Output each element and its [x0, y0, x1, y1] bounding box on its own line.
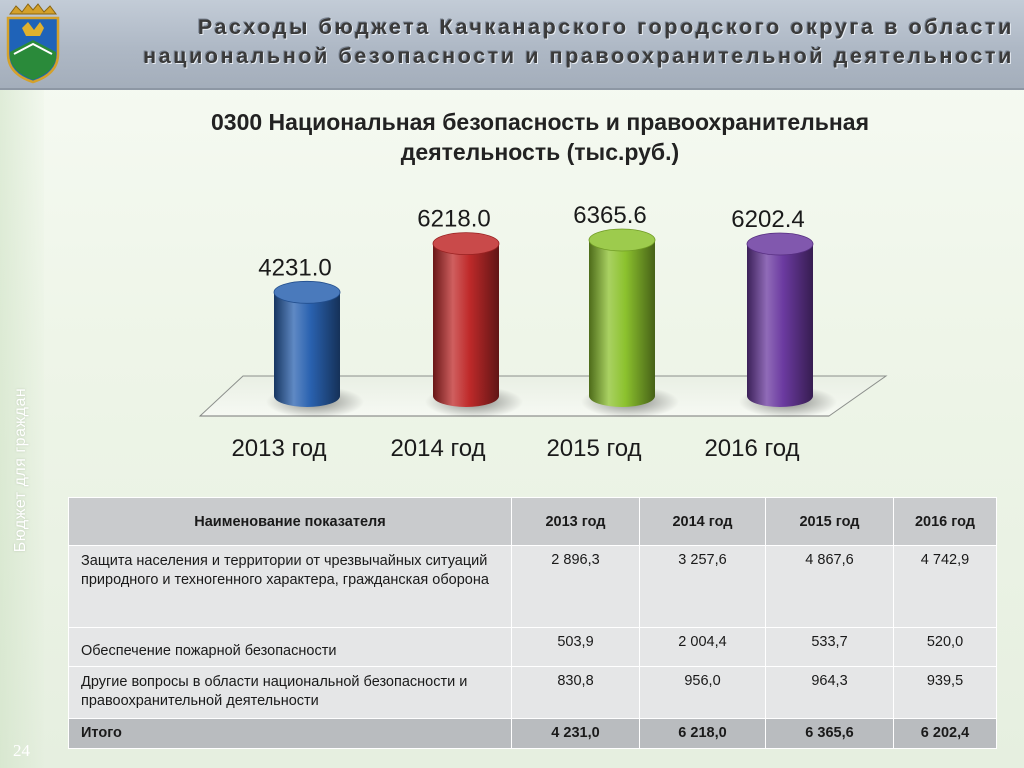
expenses-table: Наименование показателя 2013 год 2014 го… — [68, 497, 997, 749]
table-row: Обеспечение пожарной безопасности 503,9 … — [68, 627, 997, 667]
cell-value: 533,7 — [765, 627, 894, 667]
coat-of-arms-emblem — [6, 3, 60, 84]
category-label: 2014 год — [390, 435, 485, 462]
total-value: 4 231,0 — [511, 718, 640, 749]
row-name: Обеспечение пожарной безопасности — [68, 627, 512, 667]
bar-top-3 — [588, 228, 656, 252]
cell-value: 939,5 — [893, 666, 997, 719]
column-header: 2014 год — [639, 497, 766, 546]
cell-value: 2 896,3 — [511, 545, 640, 628]
cell-value: 503,9 — [511, 627, 640, 667]
bars-layer — [266, 228, 837, 418]
bar-top-2 — [432, 232, 500, 256]
column-header: 2016 год — [893, 497, 997, 546]
header-banner: Расходы бюджета Качканарского городского… — [0, 0, 1024, 90]
bar-top-4 — [746, 232, 814, 256]
bar-1 — [274, 292, 340, 407]
category-label: 2013 год — [231, 435, 326, 462]
table-row: Защита населения и территории от чрезвыч… — [68, 545, 997, 628]
total-label: Итого — [68, 718, 512, 749]
category-label: 2015 год — [546, 435, 641, 462]
category-label: 2016 год — [704, 435, 799, 462]
page-number: 24 — [13, 741, 30, 760]
column-header: 2013 год — [511, 497, 640, 546]
bar-chart: 4231.0 2013 год 6218.0 2014 год 6365.6 2015 г… — [198, 202, 888, 462]
header-title-line-1: Расходы бюджета Качканарского городского… — [197, 15, 1014, 39]
chart-title: 0300 Национальная безопасность и правоох… — [140, 107, 940, 167]
bar-value-label: 6202.4 — [731, 206, 804, 233]
bar-3 — [589, 240, 655, 407]
cell-value: 3 257,6 — [639, 545, 766, 628]
total-value: 6 365,6 — [765, 718, 894, 749]
table-total-row: Итого 4 231,0 6 218,0 6 365,6 6 202,4 — [68, 718, 997, 749]
cell-value: 4 742,9 — [893, 545, 997, 628]
cell-value: 520,0 — [893, 627, 997, 667]
row-name: Защита населения и территории от чрезвыч… — [68, 545, 512, 628]
header-title: Расходы бюджета Качканарского городского… — [90, 13, 1014, 71]
side-decor-strip — [0, 90, 44, 768]
cell-value: 956,0 — [639, 666, 766, 719]
labels-layer: 4231.0 2013 год 6218.0 2014 год 6365.6 2015 г… — [231, 202, 804, 462]
cell-value: 4 867,6 — [765, 545, 894, 628]
row-name: Другие вопросы в области национальной бе… — [68, 666, 512, 719]
cell-value: 964,3 — [765, 666, 894, 719]
bar-top-1 — [273, 280, 341, 304]
bar-2 — [433, 243, 499, 407]
bar-value-label: 6218.0 — [417, 206, 490, 233]
cell-value: 830,8 — [511, 666, 640, 719]
total-value: 6 202,4 — [893, 718, 997, 749]
column-header: Наименование показателя — [68, 497, 512, 546]
column-header: 2015 год — [765, 497, 894, 546]
bar-4 — [747, 243, 813, 407]
bar-value-label: 4231.0 — [258, 254, 331, 281]
chart-title-line-2: деятельность (тыс.руб.) — [400, 139, 680, 165]
bar-value-label: 6365.6 — [573, 202, 646, 229]
table-row: Другие вопросы в области национальной бе… — [68, 666, 997, 719]
total-value: 6 218,0 — [639, 718, 766, 749]
table-header-row: Наименование показателя 2013 год 2014 го… — [68, 497, 997, 546]
chart-title-line-1: 0300 Национальная безопасность и правоох… — [210, 109, 869, 135]
header-title-line-2: национальной безопасности и правоохранит… — [143, 44, 1014, 68]
cell-value: 2 004,4 — [639, 627, 766, 667]
